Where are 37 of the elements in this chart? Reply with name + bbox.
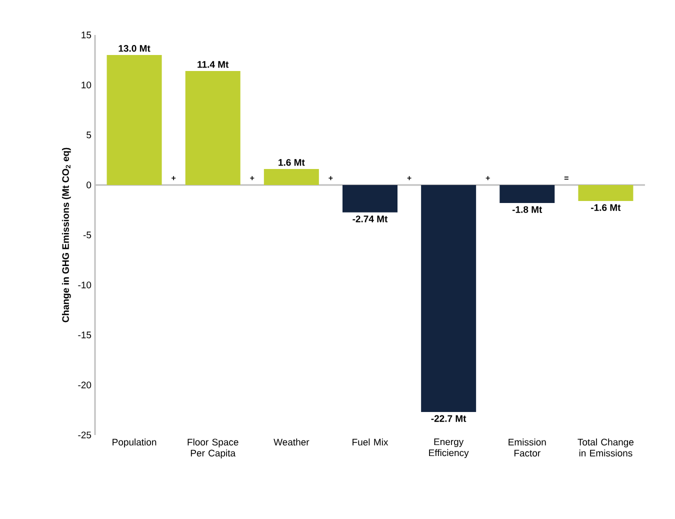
data-label: -22.7 Mt	[431, 415, 466, 422]
annotation: +	[328, 176, 333, 180]
annotation: +	[172, 176, 176, 180]
y-tick-label: 5	[86, 132, 92, 138]
annotation: +	[250, 176, 254, 180]
data-label: -2.74 Mt	[352, 216, 388, 222]
y-tick-label: -10	[78, 282, 92, 288]
data-label: 11.4 Mt	[198, 61, 229, 68]
annotation: =	[564, 176, 568, 180]
y-tick-label: -15	[78, 332, 92, 338]
y-tick-label: -5	[83, 232, 92, 238]
x-tick-label: Population	[112, 438, 156, 448]
bar	[106, 54, 162, 185]
y-tick-label: 0	[86, 182, 92, 188]
data-label: 13.0 Mt	[118, 45, 150, 52]
data-label: -1.8 Mt	[512, 206, 542, 213]
data-label: 1.6 Mt	[278, 159, 305, 166]
annotation: +	[407, 176, 412, 180]
y-tick-label: -20	[78, 382, 92, 388]
y-tick-label: 15	[82, 32, 92, 38]
bar	[342, 184, 398, 212]
bar	[185, 70, 240, 185]
annotation: +	[486, 176, 490, 180]
y-tick-label: 10	[82, 82, 92, 88]
x-tick-label: Fuel Mix	[352, 438, 388, 446]
bar	[264, 168, 319, 185]
bar	[578, 184, 634, 201]
y-tick-label: -25	[78, 432, 92, 438]
bar	[500, 184, 555, 203]
x-tick-label: Total Change in Emissions	[578, 438, 634, 456]
x-tick-label: Energy Efficiency	[429, 438, 469, 458]
data-label: -1.6 Mt	[591, 204, 621, 211]
bar	[421, 184, 476, 412]
x-tick-label: Floor Space Per Capita	[188, 438, 238, 458]
x-tick-label: Emission Factor	[508, 438, 546, 456]
x-tick-label: Weather	[274, 438, 310, 446]
y-axis-title: Change in GHG Emissions (Mt CO$_{2}$ eq)	[62, 148, 71, 322]
